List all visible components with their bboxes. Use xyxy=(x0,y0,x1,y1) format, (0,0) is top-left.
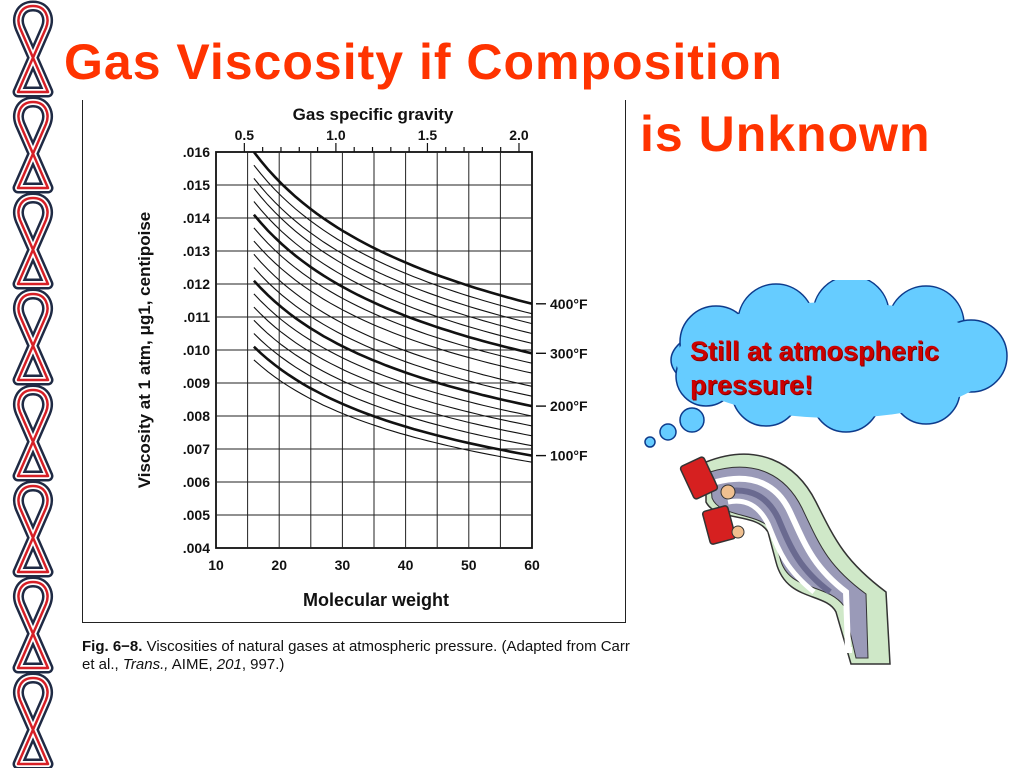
awareness-ribbon-icon xyxy=(18,390,48,476)
y-axis-title: Viscosity at 1 atm, μg1, centipoise xyxy=(135,212,154,489)
top-axis-title: Gas specific gravity xyxy=(293,105,454,124)
top-axis-tick-label: 2.0 xyxy=(509,127,529,143)
book-reader-clipart-icon xyxy=(679,453,891,665)
awareness-ribbon-icon xyxy=(18,102,48,188)
ribbon-border xyxy=(0,0,70,768)
viscosity-curve xyxy=(252,279,533,408)
slide-title-continued: is Unknown xyxy=(640,106,931,162)
y-tick-label: .009 xyxy=(183,375,210,391)
viscosity-curve xyxy=(253,359,533,463)
y-tick-label: .006 xyxy=(183,474,210,490)
viscosity-curve xyxy=(253,319,533,437)
top-axis-tick-label: 1.5 xyxy=(418,127,438,143)
bubble-text: Still at atmospheric pressure! xyxy=(690,336,940,400)
viscosity-chart: Gas specific gravity Molecular weight Vi… xyxy=(135,105,588,610)
x-tick-label: 10 xyxy=(208,557,224,573)
chart-labels: Gas specific gravity Molecular weight Vi… xyxy=(135,105,588,610)
y-tick-label: .004 xyxy=(183,540,210,556)
caption-pages: , 997.) xyxy=(241,656,285,673)
viscosity-curve xyxy=(253,333,533,447)
caption-label: Fig. 6−8. xyxy=(82,638,143,655)
x-tick-label: 30 xyxy=(335,557,351,573)
y-tick-label: .015 xyxy=(183,177,210,193)
caption-text: Viscosities of natural gases at atmosphe… xyxy=(82,638,630,673)
series-label: 400°F xyxy=(550,296,588,312)
viscosity-curve xyxy=(253,178,533,325)
y-tick-label: .013 xyxy=(183,243,210,259)
awareness-ribbon-icon xyxy=(18,486,48,572)
viscosity-curve xyxy=(253,164,533,315)
caption-journal: Trans., xyxy=(122,656,169,673)
series-label: 200°F xyxy=(550,398,588,414)
viscosity-curve xyxy=(253,306,533,427)
x-tick-label: 50 xyxy=(461,557,477,573)
y-tick-label: .008 xyxy=(183,408,210,424)
caption-aime: AIME, xyxy=(168,656,217,673)
awareness-ribbon-icon xyxy=(18,678,48,764)
caption-volume: 201 xyxy=(216,656,242,673)
y-tick-label: .016 xyxy=(183,144,210,160)
y-tick-label: .011 xyxy=(184,309,211,325)
y-tick-label: .010 xyxy=(183,342,210,358)
viscosity-curve xyxy=(253,293,533,417)
figure-frame xyxy=(82,100,626,623)
y-tick-label: .014 xyxy=(183,210,210,226)
thought-bubble xyxy=(644,280,1008,448)
awareness-ribbon-icon xyxy=(18,198,48,284)
viscosity-curve xyxy=(253,345,533,457)
viscosity-curve xyxy=(253,227,533,364)
awareness-ribbon-icon xyxy=(18,6,48,92)
viscosity-curve xyxy=(253,201,533,344)
x-axis-title: Molecular weight xyxy=(303,590,449,610)
top-axis-tick-label: 1.0 xyxy=(326,127,346,143)
y-tick-label: .005 xyxy=(183,507,210,523)
top-axis-tick-label: 0.5 xyxy=(235,127,255,143)
series-label: 300°F xyxy=(550,345,588,361)
viscosity-curve xyxy=(252,213,533,355)
x-tick-label: 60 xyxy=(524,557,540,573)
viscosity-curve xyxy=(253,267,533,397)
awareness-ribbon-icon xyxy=(18,582,48,668)
viscosity-curve xyxy=(253,187,533,335)
y-tick-label: .012 xyxy=(183,276,210,292)
x-tick-label: 40 xyxy=(398,557,414,573)
chart-grid xyxy=(215,143,533,549)
chart-curves xyxy=(252,151,533,463)
slide-title: Gas Viscosity if Composition xyxy=(64,34,783,90)
x-tick-label: 20 xyxy=(271,557,287,573)
viscosity-curve xyxy=(252,151,533,306)
viscosity-curve xyxy=(253,240,533,374)
y-tick-label: .007 xyxy=(183,441,210,457)
awareness-ribbon-icon xyxy=(18,294,48,380)
figure-caption: Fig. 6−8. Viscosities of natural gases a… xyxy=(82,638,642,674)
series-label: 100°F xyxy=(550,448,588,464)
viscosity-curve xyxy=(253,253,533,387)
